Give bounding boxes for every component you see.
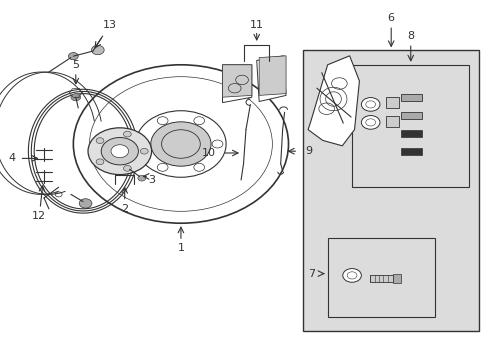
Text: 4: 4 bbox=[8, 153, 16, 163]
Bar bbox=[303, 50, 478, 331]
Circle shape bbox=[71, 94, 81, 101]
Circle shape bbox=[123, 166, 131, 171]
Text: 10: 10 bbox=[202, 148, 216, 158]
Polygon shape bbox=[307, 56, 359, 146]
Polygon shape bbox=[259, 56, 285, 95]
Circle shape bbox=[140, 148, 148, 154]
Text: 7: 7 bbox=[307, 269, 315, 279]
Text: 13: 13 bbox=[103, 20, 117, 30]
Circle shape bbox=[88, 128, 151, 175]
Text: 2: 2 bbox=[121, 204, 128, 214]
Polygon shape bbox=[222, 65, 251, 103]
Text: 5: 5 bbox=[72, 60, 79, 70]
Text: 6: 6 bbox=[387, 13, 394, 23]
Bar bbox=[400, 112, 421, 119]
Polygon shape bbox=[256, 56, 285, 102]
Text: 11: 11 bbox=[249, 20, 263, 30]
Circle shape bbox=[91, 45, 104, 55]
Circle shape bbox=[342, 269, 361, 282]
Circle shape bbox=[96, 159, 104, 165]
Text: 1: 1 bbox=[177, 243, 184, 253]
Circle shape bbox=[111, 145, 128, 158]
Circle shape bbox=[68, 53, 78, 60]
Bar bbox=[400, 148, 421, 155]
Bar bbox=[351, 65, 468, 187]
Circle shape bbox=[150, 122, 211, 166]
Bar bbox=[385, 97, 398, 108]
Circle shape bbox=[79, 199, 92, 208]
Bar bbox=[327, 238, 434, 317]
Circle shape bbox=[73, 65, 288, 223]
Bar bbox=[369, 275, 392, 282]
Bar bbox=[400, 130, 421, 137]
Bar bbox=[400, 94, 421, 101]
Bar bbox=[385, 116, 398, 127]
Circle shape bbox=[361, 98, 379, 111]
Circle shape bbox=[123, 131, 131, 137]
Circle shape bbox=[96, 138, 104, 144]
Circle shape bbox=[101, 138, 138, 165]
Text: 9: 9 bbox=[305, 146, 312, 156]
Text: 3: 3 bbox=[148, 175, 155, 185]
Circle shape bbox=[361, 116, 379, 129]
Bar bbox=[392, 274, 400, 283]
Polygon shape bbox=[222, 65, 251, 97]
Text: 12: 12 bbox=[32, 211, 46, 221]
Circle shape bbox=[138, 175, 145, 181]
Text: 8: 8 bbox=[407, 31, 413, 41]
